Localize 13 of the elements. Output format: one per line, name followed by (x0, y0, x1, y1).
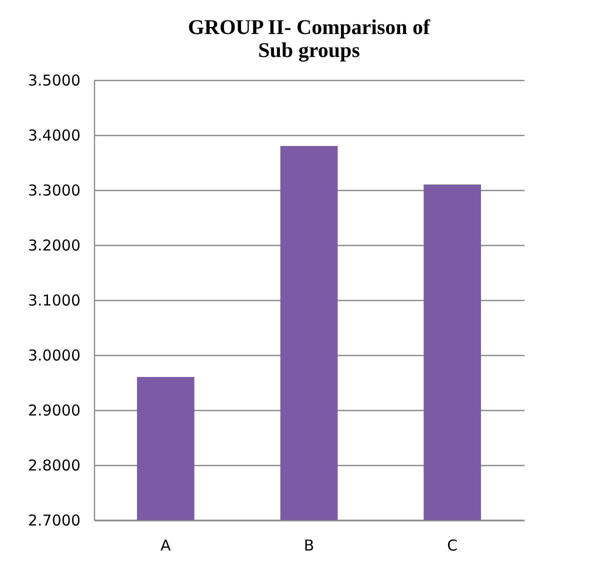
x-tick-label: B (304, 536, 314, 554)
y-tick-label: 3.1000 (28, 292, 80, 310)
chart-title: GROUP II- Comparison of Sub groups (188, 15, 432, 62)
x-tick-label: A (160, 536, 172, 554)
y-tick-label: 2.8000 (28, 456, 80, 474)
y-tick-label: 3.3000 (28, 182, 80, 200)
y-tick-label: 3.5000 (28, 72, 80, 90)
y-tick-label: 3.2000 (28, 236, 80, 254)
y-tick-label: 2.7000 (28, 512, 80, 530)
y-tick-label: 2.9000 (28, 402, 80, 420)
y-tick-label: 3.0000 (28, 346, 80, 364)
x-tick-label: C (447, 536, 458, 554)
y-tick-label: 3.4000 (28, 126, 80, 144)
